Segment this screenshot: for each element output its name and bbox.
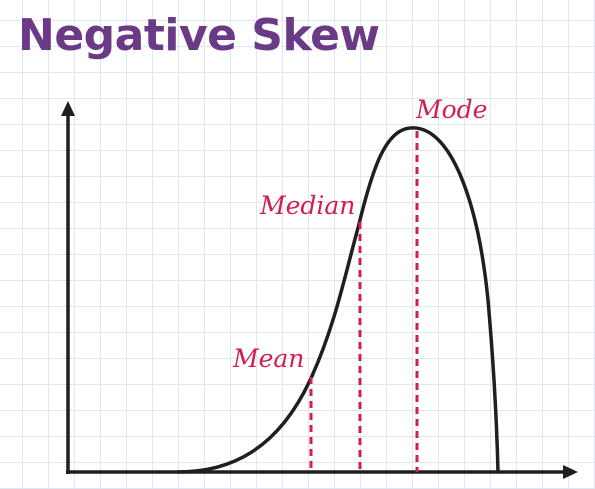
axes	[61, 101, 578, 479]
y-axis-arrow-icon	[61, 101, 75, 116]
distribution-curve	[176, 126, 500, 474]
mean-label: Mean	[232, 344, 304, 373]
x-axis-arrow-icon	[563, 465, 578, 479]
mode-label: Mode	[415, 95, 487, 124]
markers	[309, 131, 419, 472]
median-label: Median	[259, 191, 355, 220]
diagram-title: Negative Skew	[18, 10, 380, 61]
